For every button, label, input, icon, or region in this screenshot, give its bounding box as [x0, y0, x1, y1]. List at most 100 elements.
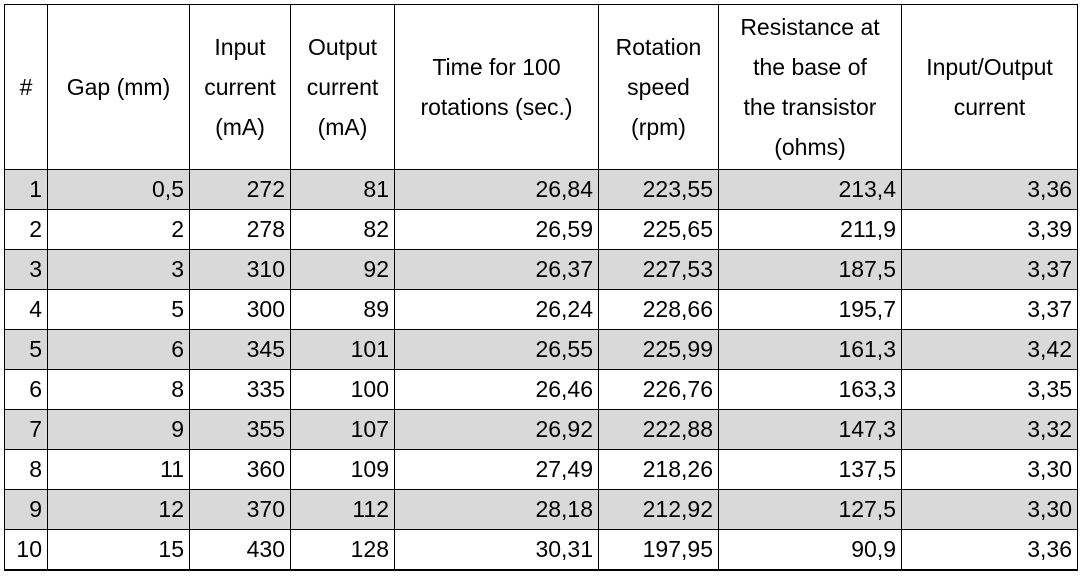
table-cell: 3,30: [901, 449, 1078, 490]
table-cell: 27,49: [394, 449, 599, 490]
table-cell: 360: [189, 449, 291, 490]
table-cell: 355: [189, 409, 291, 450]
table-cell: 147,3: [718, 409, 902, 450]
table-row: 6 8 335 100 26,46 226,76 163,3 3,35: [4, 369, 1078, 410]
table-cell: 1: [4, 169, 48, 210]
table-cell: 6: [47, 329, 190, 370]
table-cell: 11: [47, 449, 190, 490]
header-cell: Gap (mm): [47, 4, 190, 170]
table-cell: 211,9: [718, 209, 902, 250]
table-cell: 101: [290, 329, 395, 370]
table-cell: 127,5: [718, 489, 902, 530]
table-cell: 26,92: [394, 409, 599, 450]
table-cell: 218,26: [598, 449, 719, 490]
table-cell: 3,37: [901, 249, 1078, 290]
table-cell: 430: [189, 529, 291, 571]
table-cell: 5: [4, 329, 48, 370]
table-cell: 89: [290, 289, 395, 330]
table-cell: 335: [189, 369, 291, 410]
header-cell: #: [4, 4, 48, 170]
header-cell: Input current (mA): [189, 4, 291, 170]
table-cell: 345: [189, 329, 291, 370]
table-cell: 10: [4, 529, 48, 571]
table-cell: 81: [290, 169, 395, 210]
table-row: 2 2 278 82 26,59 225,65 211,9 3,39: [4, 209, 1078, 250]
table-cell: 9: [4, 489, 48, 530]
header-cell: Resistance at the base of the transistor…: [718, 4, 902, 170]
table-cell: 30,31: [394, 529, 599, 571]
table-cell: 3,32: [901, 409, 1078, 450]
table-cell: 8: [4, 449, 48, 490]
table-cell: 26,59: [394, 209, 599, 250]
table-cell: 213,4: [718, 169, 902, 210]
table-cell: 226,76: [598, 369, 719, 410]
table-cell: 128: [290, 529, 395, 571]
table-cell: 223,55: [598, 169, 719, 210]
table-cell: 3,35: [901, 369, 1078, 410]
header-cell: Output current (mA): [290, 4, 395, 170]
table-cell: 197,95: [598, 529, 719, 571]
table-cell: 7: [4, 409, 48, 450]
table-cell: 3,30: [901, 489, 1078, 530]
table-cell: 212,92: [598, 489, 719, 530]
table-cell: 0,5: [47, 169, 190, 210]
table-cell: 227,53: [598, 249, 719, 290]
data-table: # Gap (mm) Input current (mA) Output curren…: [4, 4, 1078, 571]
table-cell: 222,88: [598, 409, 719, 450]
table-cell: 370: [189, 489, 291, 530]
table-row: 5 6 345 101 26,55 225,99 161,3 3,42: [4, 329, 1078, 370]
table-cell: 90,9: [718, 529, 902, 571]
table-row: 8 11 360 109 27,49 218,26 137,5 3,30: [4, 449, 1078, 490]
table-cell: 26,46: [394, 369, 599, 410]
table-cell: 6: [4, 369, 48, 410]
table-cell: 161,3: [718, 329, 902, 370]
table-cell: 112: [290, 489, 395, 530]
table-cell: 12: [47, 489, 190, 530]
table-cell: 26,55: [394, 329, 599, 370]
table-cell: 310: [189, 249, 291, 290]
table-cell: 225,65: [598, 209, 719, 250]
table-cell: 5: [47, 289, 190, 330]
table-cell: 26,24: [394, 289, 599, 330]
table-row: 4 5 300 89 26,24 228,66 195,7 3,37: [4, 289, 1078, 330]
table-cell: 82: [290, 209, 395, 250]
table-cell: 3: [47, 249, 190, 290]
table-cell: 272: [189, 169, 291, 210]
table-cell: 3,39: [901, 209, 1078, 250]
table-cell: 195,7: [718, 289, 902, 330]
table-cell: 225,99: [598, 329, 719, 370]
table-cell: 4: [4, 289, 48, 330]
table-cell: 9: [47, 409, 190, 450]
header-cell: Rotation speed (rpm): [598, 4, 719, 170]
table-cell: 228,66: [598, 289, 719, 330]
table-cell: 100: [290, 369, 395, 410]
table-cell: 2: [47, 209, 190, 250]
table-cell: 15: [47, 529, 190, 571]
header-cell: Time for 100 rotations (sec.): [394, 4, 599, 170]
table-cell: 26,37: [394, 249, 599, 290]
table-row: 1 0,5 272 81 26,84 223,55 213,4 3,36: [4, 169, 1078, 210]
table-cell: 26,84: [394, 169, 599, 210]
table-cell: 3,42: [901, 329, 1078, 370]
table-cell: 300: [189, 289, 291, 330]
table-cell: 187,5: [718, 249, 902, 290]
table-cell: 3,36: [901, 529, 1078, 571]
table-cell: 92: [290, 249, 395, 290]
table-body: 1 0,5 272 81 26,84 223,55 213,4 3,36 2 2 278 82 26,5…: [4, 169, 1078, 571]
table-cell: 28,18: [394, 489, 599, 530]
table-cell: 8: [47, 369, 190, 410]
table-row: 10 15 430 128 30,31 197,95 90,9 3,36: [4, 529, 1078, 571]
table-cell: 107: [290, 409, 395, 450]
table-cell: 278: [189, 209, 291, 250]
table-row: 3 3 310 92 26,37 227,53 187,5 3,37: [4, 249, 1078, 290]
header-cell: Input/Output current: [901, 4, 1078, 170]
table-cell: 109: [290, 449, 395, 490]
table-cell: 3,37: [901, 289, 1078, 330]
table-cell: 3,36: [901, 169, 1078, 210]
table-cell: 163,3: [718, 369, 902, 410]
table-cell: 3: [4, 249, 48, 290]
table-cell: 137,5: [718, 449, 902, 490]
table-row: 9 12 370 112 28,18 212,92 127,5 3,30: [4, 489, 1078, 530]
table-row: 7 9 355 107 26,92 222,88 147,3 3,32: [4, 409, 1078, 450]
